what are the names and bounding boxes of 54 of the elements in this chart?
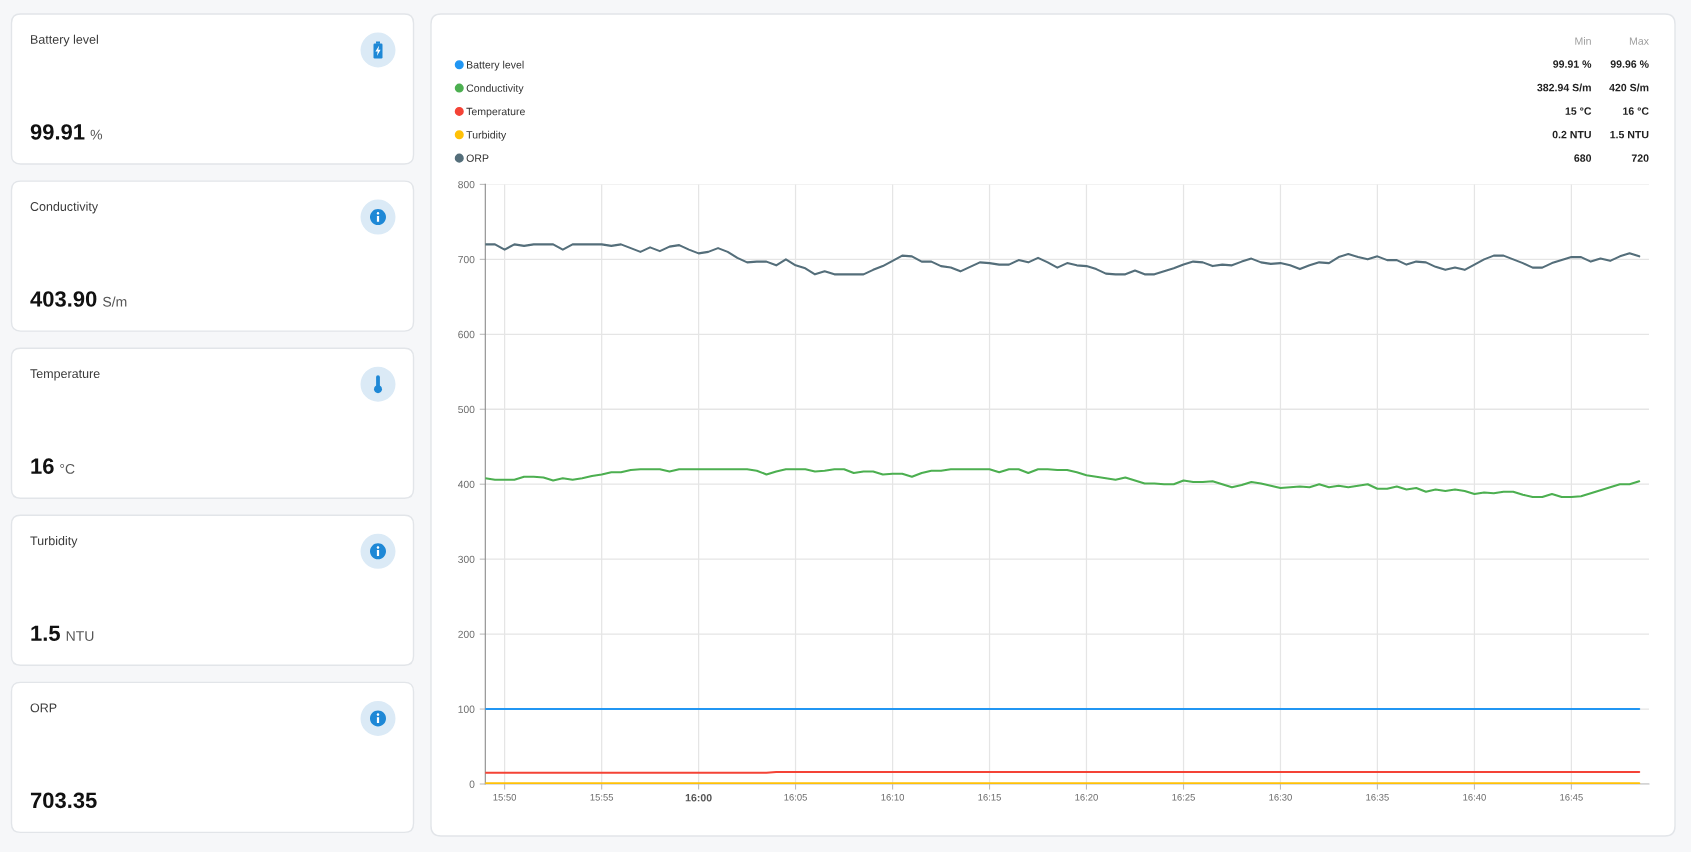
text: NTU — [66, 631, 94, 641]
legend-label: ORP — [466, 154, 489, 162]
text: 1.5 — [31, 625, 60, 642]
text: Turbidity — [30, 535, 78, 548]
y-tick-label: 400 — [457, 480, 475, 489]
text: 382.94 S/m — [1537, 83, 1591, 92]
y-tick-label: 100 — [458, 705, 475, 713]
x-tick-label: 16:25 — [1172, 793, 1195, 801]
text: 15 °C — [1565, 107, 1592, 115]
text: 0.2 NTU — [1552, 130, 1591, 139]
y-tick-label: 300 — [458, 555, 475, 563]
legend-label: Turbidity — [466, 130, 507, 141]
text: 99.96 % — [1610, 60, 1649, 68]
x-tick-label: 15:55 — [590, 794, 614, 801]
text: 680 — [1574, 154, 1592, 162]
text: 99.91 — [30, 124, 85, 140]
line-series — [485, 243, 1641, 276]
text: Conductivity — [30, 201, 99, 214]
text: ORP — [30, 703, 57, 713]
text: 403.90 — [30, 291, 97, 307]
text: Temperature — [30, 369, 100, 381]
x-tick-label: 16:30 — [1269, 793, 1292, 801]
x-tick-label: 16:10 — [881, 793, 905, 801]
text: °C — [60, 463, 75, 474]
text: % — [90, 129, 103, 140]
text: 16 — [31, 458, 54, 474]
x-tick-label: 16:40 — [1463, 793, 1486, 801]
x-tick-label: 16:00 — [685, 794, 712, 802]
text: S/m — [103, 296, 127, 307]
y-tick-label: 800 — [458, 180, 475, 189]
x-tick-label: 16:05 — [784, 793, 807, 801]
x-tick-label: 16:35 — [1366, 793, 1389, 801]
x-tick-label: 16:45 — [1560, 793, 1583, 801]
text: 420 S/m — [1609, 83, 1649, 92]
text: 720 — [1631, 154, 1649, 162]
legend-label: Battery level — [466, 60, 524, 71]
text: Max — [1629, 37, 1649, 45]
text: 16 °C — [1623, 107, 1649, 115]
text: 99.91 % — [1553, 60, 1592, 68]
x-tick-label: 16:20 — [1075, 793, 1098, 801]
x-tick-label: 15:50 — [493, 793, 517, 801]
x-tick-label: 16:15 — [978, 793, 1001, 801]
text: Battery level — [31, 34, 98, 47]
line-series — [485, 468, 1641, 498]
y-tick-label: 0 — [469, 780, 475, 788]
legend-label: Conductivity — [466, 84, 524, 94]
text: 703.35 — [30, 792, 97, 809]
legend-label: Temperature — [466, 107, 525, 118]
y-tick-label: 500 — [458, 405, 475, 414]
text: Min — [1575, 37, 1591, 45]
text: 1.5 NTU — [1610, 130, 1649, 139]
y-tick-label: 600 — [458, 330, 475, 339]
y-tick-label: 200 — [458, 630, 475, 638]
y-tick-label: 700 — [458, 255, 475, 264]
